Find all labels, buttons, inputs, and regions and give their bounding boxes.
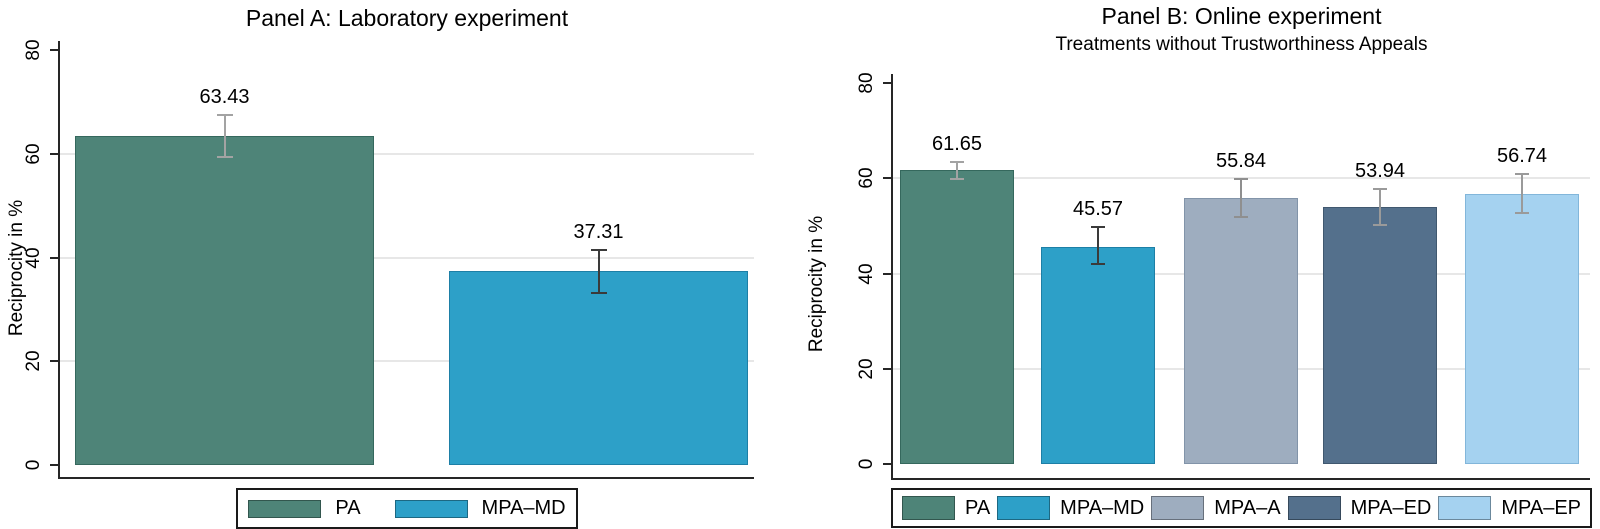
y-tick-60 xyxy=(883,177,891,180)
error-bar-cap-top xyxy=(1515,173,1529,176)
bar-value-label: 61.65 xyxy=(931,133,983,156)
legend-label: MPA–EP xyxy=(1501,496,1582,519)
panel-b-subtitle: Treatments without Trustworthiness Appea… xyxy=(1055,34,1428,55)
y-tick-0 xyxy=(50,464,58,466)
y-axis-title: Reciprocity in % xyxy=(806,215,827,352)
bar-MPA–EP xyxy=(1465,193,1579,464)
legend-swatch xyxy=(1438,496,1492,520)
bar-MPA–MD xyxy=(1041,246,1155,464)
legend: PA MPA–MD xyxy=(236,488,578,529)
legend-swatch xyxy=(248,499,322,518)
legend-item-MPA–EP: MPA–EP xyxy=(1438,496,1581,520)
error-bar-cap-top xyxy=(590,249,607,252)
y-tick-0 xyxy=(883,463,891,465)
panel-b-title: Panel B: Online experiment xyxy=(1101,3,1382,29)
x-axis-line xyxy=(58,477,754,479)
bar-MPA–ED xyxy=(1323,207,1437,464)
error-bar-cap-bottom xyxy=(1373,223,1387,226)
y-tick-label-0: 0 xyxy=(23,459,44,471)
gridline-20 xyxy=(60,360,754,363)
y-tick-label-40: 40 xyxy=(856,262,877,285)
x-axis-line xyxy=(891,478,1590,480)
error-bar-MPA–MD xyxy=(1097,225,1099,266)
y-tick-label-60: 60 xyxy=(856,167,877,189)
error-bar-MPA–A xyxy=(1240,177,1242,219)
bar-value-label: 55.84 xyxy=(1215,149,1267,172)
legend-label: MPA–MD xyxy=(1060,496,1145,519)
legend-label: MPA–MD xyxy=(481,497,566,519)
error-bar-cap-bottom xyxy=(950,177,964,180)
y-tick-80 xyxy=(50,49,58,51)
gridline-40 xyxy=(60,256,754,259)
legend-wrap: PA MPA–MD MPA–A MPA–ED MPA–EP xyxy=(890,488,1593,528)
bar-value-label: 37.31 xyxy=(573,221,624,244)
error-bar-cap-bottom xyxy=(1515,211,1529,214)
bar-MPA–MD xyxy=(449,271,748,465)
legend-item-PA: PA xyxy=(901,496,991,520)
error-bar-cap-top xyxy=(1091,225,1105,228)
y-tick-80 xyxy=(883,82,891,84)
panel-a-title: Panel A: Laboratory experiment xyxy=(245,5,569,31)
y-tick-20 xyxy=(883,367,891,370)
error-bar-MPA–EP xyxy=(1521,173,1523,214)
bar-value-label: 56.74 xyxy=(1496,145,1548,168)
y-tick-label-60: 60 xyxy=(23,143,44,165)
legend-item-PA: PA xyxy=(248,497,361,520)
y-tick-label-0: 0 xyxy=(856,458,877,470)
error-bar-cap-bottom xyxy=(1234,216,1248,219)
error-bar-PA xyxy=(956,161,958,180)
y-tick-label-80: 80 xyxy=(23,39,44,61)
legend-label: MPA–A xyxy=(1214,496,1281,519)
y-axis-title: Reciprocity in % xyxy=(6,199,27,336)
bar-value-label: 53.94 xyxy=(1354,160,1406,183)
y-tick-60 xyxy=(50,152,58,155)
legend-wrap: PA MPA–MD xyxy=(60,488,754,529)
bar-PA xyxy=(900,170,1014,464)
error-bar-cap-top xyxy=(1373,188,1387,191)
error-bar-cap-bottom xyxy=(590,291,607,294)
gridline-60 xyxy=(60,152,754,155)
error-bar-cap-top xyxy=(1234,177,1248,180)
y-tick-40 xyxy=(50,256,58,259)
error-bar-cap-bottom xyxy=(1091,263,1105,266)
error-bar-cap-top xyxy=(950,161,964,164)
legend: PA MPA–MD MPA–A MPA–ED MPA–EP xyxy=(890,488,1593,528)
panel-a-laboratory: Panel A: Laboratory experiment 0 20 40 60 80… xyxy=(6,5,754,529)
y-tick-label-80: 80 xyxy=(856,72,877,94)
legend-label: PA xyxy=(964,496,991,519)
legend-item-MPA–A: MPA–A xyxy=(1151,496,1281,520)
error-bar-cap-top xyxy=(216,113,233,116)
error-bar-MPA–ED xyxy=(1379,188,1381,226)
bar-PA xyxy=(75,135,374,465)
y-tick-label-20: 20 xyxy=(856,358,877,380)
bar-MPA–A xyxy=(1184,198,1298,464)
legend-swatch xyxy=(394,499,468,518)
legend-swatch xyxy=(901,496,955,520)
y-tick-40 xyxy=(883,272,891,275)
legend-item-MPA–MD: MPA–MD xyxy=(394,497,566,520)
legend-item-MPA–ED: MPA–ED xyxy=(1287,496,1432,520)
legend-swatch xyxy=(997,496,1051,520)
error-bar-PA xyxy=(223,113,226,158)
bar-value-label: 63.43 xyxy=(199,85,250,108)
y-axis-line xyxy=(58,41,60,477)
panel-b-online: Panel B: Online experiment Treatments wi… xyxy=(800,0,1600,529)
y-axis-line xyxy=(891,74,893,478)
legend-item-MPA–MD: MPA–MD xyxy=(997,496,1144,520)
error-bar-MPA–MD xyxy=(597,249,600,294)
legend-swatch xyxy=(1287,496,1341,520)
y-tick-label-20: 20 xyxy=(23,350,44,372)
legend-swatch xyxy=(1151,496,1205,520)
error-bar-cap-bottom xyxy=(216,155,233,158)
bar-value-label: 45.57 xyxy=(1072,197,1124,220)
legend-label: PA xyxy=(335,497,361,519)
legend-label: MPA–ED xyxy=(1350,496,1432,519)
y-tick-20 xyxy=(50,360,58,363)
